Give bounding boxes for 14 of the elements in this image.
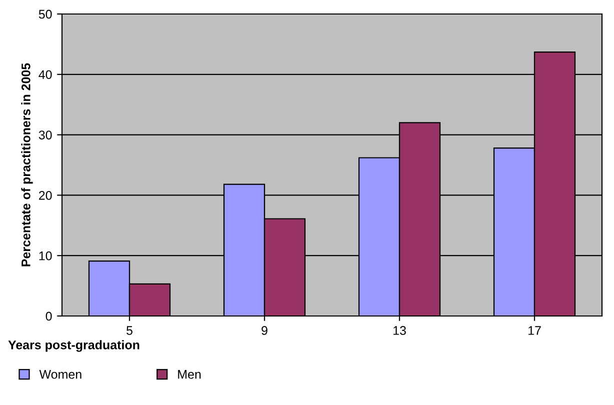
y-tick-label: 20 — [39, 191, 52, 200]
y-tick-label: 50 — [38, 10, 52, 19]
y-tick-label: 0 — [46, 312, 52, 321]
x-tick-label: 9 — [262, 326, 268, 335]
x-tick-label: 5 — [126, 326, 132, 335]
x-tick-label: 17 — [528, 326, 541, 335]
legend-label: Men — [178, 370, 201, 379]
y-tick-label: 10 — [39, 251, 52, 260]
y-tick-label: 40 — [38, 70, 52, 80]
x-tick-label: 13 — [394, 326, 406, 335]
y-axis-title: Percentate of practitioners in 2005 — [21, 63, 33, 266]
x-axis-title: Years post-graduation — [8, 340, 140, 352]
legend-label: Women — [39, 370, 82, 379]
y-tick-label: 30 — [38, 130, 52, 140]
